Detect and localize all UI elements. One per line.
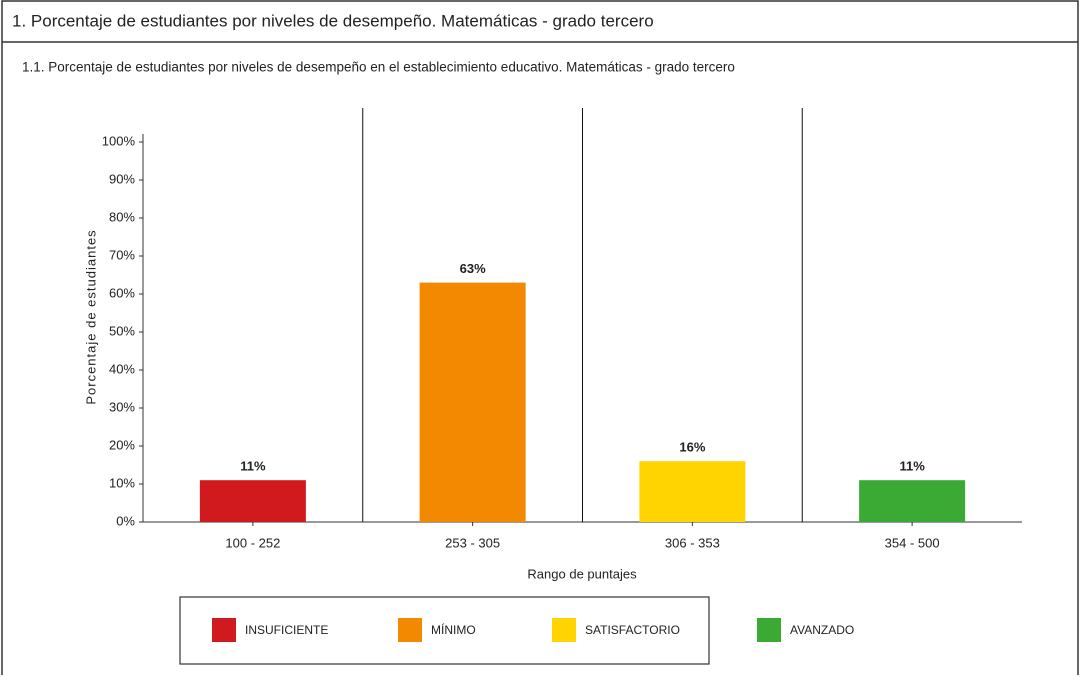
x-tick-label: 253 - 305 <box>445 535 500 550</box>
legend-label: MÍNIMO <box>431 622 476 637</box>
y-axis-label: Porcentaje de estudiantes <box>83 229 98 404</box>
bar <box>639 461 746 522</box>
x-tick-label: 306 - 353 <box>665 535 720 550</box>
data-label: 11% <box>240 459 266 474</box>
bar <box>419 282 526 522</box>
chart-title: 1.1. Porcentaje de estudiantes por nivel… <box>22 60 735 75</box>
y-tick-label: 40% <box>109 361 135 376</box>
y-tick-label: 0% <box>116 513 135 528</box>
legend-swatch <box>552 618 576 642</box>
data-label: 63% <box>460 261 486 276</box>
y-tick-label: 70% <box>109 247 135 262</box>
x-axis-label: Rango de puntajes <box>527 566 637 581</box>
y-tick-label: 90% <box>109 171 135 186</box>
legend-box <box>179 596 710 665</box>
legend-label: AVANZADO <box>790 623 854 637</box>
header-title: 1. Porcentaje de estudiantes por niveles… <box>12 11 654 30</box>
y-tick-label: 80% <box>109 209 135 224</box>
data-label: 16% <box>679 440 705 455</box>
x-tick-label: 354 - 500 <box>885 535 940 550</box>
bar <box>199 480 306 522</box>
y-tick-label: 30% <box>109 399 135 414</box>
legend-swatch <box>398 618 422 642</box>
y-tick-label: 10% <box>109 475 135 490</box>
y-tick-label: 60% <box>109 285 135 300</box>
data-label: 11% <box>899 459 925 474</box>
legend-swatch <box>757 618 781 642</box>
y-tick-label: 20% <box>109 437 135 452</box>
y-tick-label: 100% <box>102 133 136 148</box>
legend-label: SATISFACTORIO <box>585 623 680 637</box>
y-tick-label: 50% <box>109 323 135 338</box>
legend-label: INSUFICIENTE <box>245 623 328 637</box>
x-tick-label: 100 - 252 <box>225 535 280 550</box>
bar <box>859 480 966 522</box>
legend-swatch <box>212 618 236 642</box>
